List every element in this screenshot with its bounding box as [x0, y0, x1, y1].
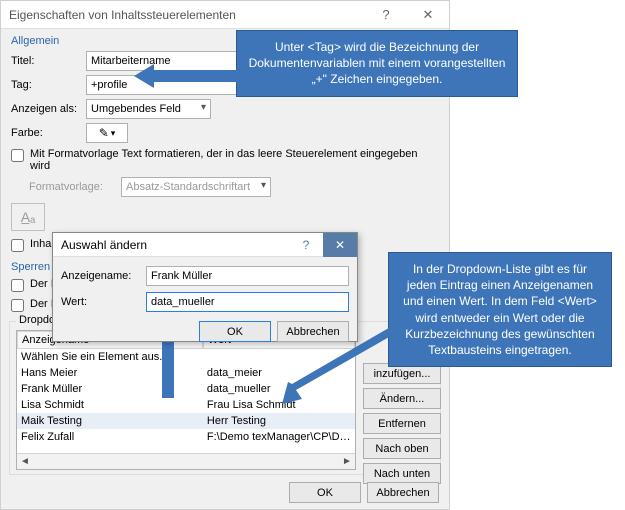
scroll-left-icon[interactable]: ◄: [17, 456, 33, 467]
cell-wert: F:\Demo texManager\CP\Doc: [203, 429, 355, 445]
arrow-to-tag-icon: [134, 64, 244, 94]
inhalt-checkbox-label: Inhal: [30, 238, 54, 250]
anzeigen-select[interactable]: Umgebendes Feld: [86, 99, 211, 119]
table-row[interactable]: Maik TestingHerr Testing: [17, 413, 355, 429]
scroll-right-icon[interactable]: ►: [339, 456, 355, 467]
lock2-checkbox[interactable]: [11, 299, 24, 312]
callout-tag: Unter <Tag> wird die Bezeichnung der Dok…: [236, 30, 518, 97]
remove-button[interactable]: Entfernen: [363, 413, 441, 434]
main-titlebar: Eigenschaften von Inhaltssteuerelementen…: [1, 1, 449, 29]
pencil-icon: ✎: [99, 126, 109, 140]
lock1-checkbox[interactable]: [11, 279, 24, 292]
format-checkbox-label: Mit Formatvorlage Text formatieren, der …: [30, 148, 439, 172]
formatvorlage-select: Absatz-Standardschriftart: [121, 177, 271, 197]
dialog-cancel-button[interactable]: Abbrechen: [367, 482, 439, 503]
sub-titlebar: Auswahl ändern ? ✕: [53, 233, 357, 257]
wert-input[interactable]: data_mueller: [146, 292, 349, 312]
farbe-label: Farbe:: [11, 127, 86, 139]
cell-wert: Herr Testing: [203, 413, 355, 429]
formatvorlage-label: Formatvorlage:: [29, 181, 121, 193]
sub-ok-button[interactable]: OK: [199, 321, 271, 342]
format-checkbox[interactable]: [11, 149, 24, 162]
sub-title: Auswahl ändern: [61, 238, 289, 252]
sub-cancel-button[interactable]: Abbrechen: [277, 321, 349, 342]
inhalt-checkbox[interactable]: [11, 239, 24, 252]
edit-choice-dialog: Auswahl ändern ? ✕ Anzeigename: Frank Mü…: [52, 232, 358, 342]
table-row[interactable]: Felix ZufallF:\Demo texManager\CP\Doc: [17, 429, 355, 445]
dialog-ok-button[interactable]: OK: [289, 482, 361, 503]
grid-hscroll[interactable]: ◄ ►: [17, 453, 355, 469]
cell-anzeigename: Felix Zufall: [17, 429, 203, 445]
help-button[interactable]: ?: [365, 1, 407, 29]
anzeigename-label: Anzeigename:: [61, 270, 146, 282]
callout-tag-text: Unter <Tag> wird die Bezeichnung der Dok…: [249, 40, 506, 86]
cell-anzeigename: Maik Testing: [17, 413, 203, 429]
titel-label: Titel:: [11, 55, 86, 67]
move-down-button[interactable]: Nach unten: [363, 463, 441, 484]
sub-help-button[interactable]: ?: [289, 233, 323, 257]
wert-label: Wert:: [61, 296, 146, 308]
dialog-title: Eigenschaften von Inhaltssteuerelementen: [9, 8, 365, 22]
callout-dropdown-text: In der Dropdown-Liste gibt es für jeden …: [403, 262, 597, 357]
new-style-button: A̲ₐ: [11, 203, 45, 231]
close-button[interactable]: ✕: [407, 1, 449, 29]
anzeigen-label: Anzeigen als:: [11, 103, 86, 115]
sub-close-button[interactable]: ✕: [323, 233, 357, 257]
lock2-label: Der I: [30, 298, 54, 310]
anzeigename-input[interactable]: Frank Müller: [146, 266, 349, 286]
callout-dropdown: In der Dropdown-Liste gibt es für jeden …: [388, 252, 612, 367]
tag-label: Tag:: [11, 79, 86, 91]
chevron-down-icon: ▾: [111, 128, 116, 139]
move-up-button[interactable]: Nach oben: [363, 438, 441, 459]
cell-anzeigename: Lisa Schmidt: [17, 397, 203, 413]
lock1-label: Der I: [30, 278, 54, 290]
farbe-picker[interactable]: ✎▾: [86, 123, 128, 143]
